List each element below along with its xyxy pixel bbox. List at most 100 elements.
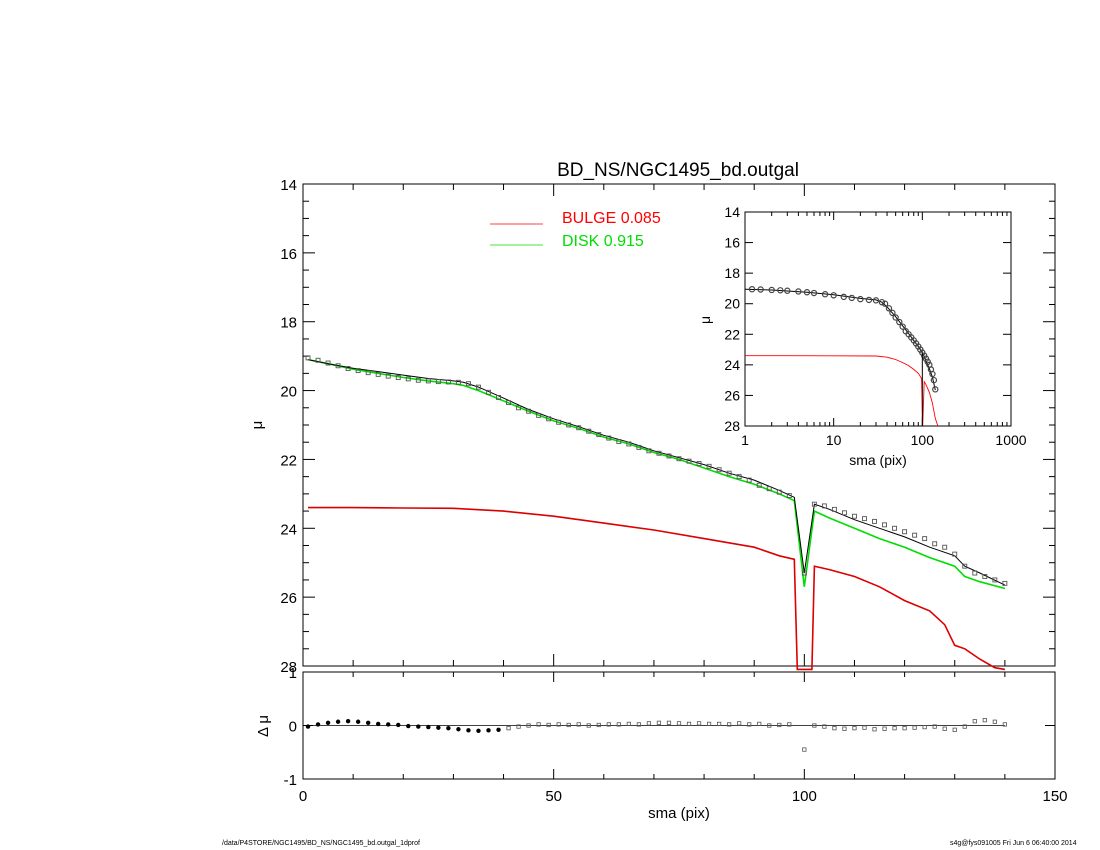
inset-data-point (768, 286, 775, 294)
data-point (566, 422, 572, 428)
residual-point (586, 723, 591, 728)
data-point (315, 357, 321, 363)
data-point (395, 375, 401, 380)
residual-point (345, 719, 351, 724)
data-point (425, 378, 431, 384)
inset-data-point (803, 289, 811, 296)
residual-point (416, 724, 421, 729)
residual-point (912, 725, 917, 730)
data-point (686, 458, 692, 464)
inset-bulge-line (745, 355, 939, 427)
residual-y-tick-label: -1 (284, 772, 297, 789)
data-point (656, 450, 662, 456)
residual-point (832, 726, 837, 731)
data-point (746, 477, 752, 483)
inset-data-point (899, 323, 906, 330)
data-point (586, 428, 592, 434)
residual-point (922, 725, 927, 730)
data-point (696, 461, 702, 467)
data-point (962, 563, 968, 569)
footer-file-path: /data/P4STORE/NGC1495/BD_NS/NGC1495_bd.o… (222, 840, 420, 847)
main-axis-ticks: 14 16 18 20 22 24 26 28 (280, 177, 1056, 676)
residual-point (486, 728, 491, 733)
residual-point (365, 720, 371, 726)
data-point (676, 456, 682, 462)
x-tick-label: 150 (1042, 788, 1067, 805)
data-point (486, 389, 491, 395)
data-point (335, 363, 341, 369)
residual-point (526, 723, 531, 728)
data-point (375, 371, 381, 377)
inset-y-tick-label: 26 (724, 387, 740, 403)
residual-point (767, 723, 772, 728)
inset-data-point (889, 309, 896, 317)
data-point (455, 379, 461, 385)
residual-point (656, 720, 662, 725)
inset-data-point (929, 370, 936, 378)
inset-data-point (885, 305, 893, 312)
data-point (536, 412, 542, 418)
inset-y-tick-label: 20 (724, 296, 740, 312)
data-point (952, 551, 958, 557)
residual-point (426, 724, 431, 730)
main-y-tick-label: 16 (280, 246, 297, 263)
residual-point (747, 722, 752, 727)
residual-point (862, 725, 867, 730)
residual-point (626, 721, 631, 726)
data-point (786, 493, 792, 499)
inset-y-tick-label: 28 (724, 418, 740, 434)
data-point (776, 489, 782, 495)
main-y-tick-label: 26 (280, 590, 297, 607)
main-y-tick-label: 14 (280, 177, 297, 194)
main-y-tick-label: 24 (280, 521, 297, 538)
main-panel: 14 16 18 20 22 24 26 28 μ (249, 177, 1056, 676)
x-tick-label: 50 (545, 788, 562, 805)
inset-data-point (881, 300, 889, 307)
data-point (576, 425, 582, 431)
inset-model-line (744, 288, 936, 391)
inset-y-tick-label: 22 (724, 326, 740, 342)
data-point (872, 518, 877, 524)
residual-point (757, 721, 762, 726)
data-point (912, 532, 918, 538)
residual-point (676, 721, 682, 726)
data-point (405, 376, 411, 382)
residual-point (942, 726, 947, 731)
residual-point (852, 726, 857, 731)
residual-point (686, 721, 692, 726)
data-point (892, 525, 898, 531)
inset-y-tick-label: 18 (724, 265, 740, 281)
residual-point (972, 719, 977, 724)
residual-point (812, 723, 817, 728)
data-point (626, 441, 632, 447)
footer-timestamp: s4g@fys091005 Fri Jun 6 06:40:00 2014 (950, 840, 1077, 847)
residual-point (446, 725, 451, 731)
residual-series-layer (303, 718, 1007, 752)
data-point (882, 522, 887, 528)
residual-point (606, 722, 611, 727)
residual-point (842, 726, 847, 731)
residual-point (646, 721, 652, 726)
data-point (756, 482, 762, 488)
data-point (932, 541, 938, 547)
residual-point (376, 721, 381, 727)
inset-x-tick-label: 10 (826, 432, 842, 448)
residual-point (516, 724, 521, 729)
chart-title: BD_NS/NGC1495_bd.outgal (557, 160, 799, 181)
data-point (506, 400, 511, 406)
inset-x-tick-label: 1 (741, 432, 749, 448)
inset-y-tick-label: 14 (724, 204, 740, 220)
residual-point (596, 722, 601, 728)
bulge-line (308, 506, 1006, 671)
residual-point (696, 721, 702, 726)
residual-point (325, 720, 331, 726)
data-point (596, 432, 602, 438)
residual-point (436, 725, 441, 730)
data-point (385, 373, 391, 379)
main-series-layer (305, 355, 1008, 671)
data-point (325, 360, 331, 366)
inset-data-point (857, 295, 864, 303)
inset-data-point (830, 292, 837, 299)
residual-y-axis-label: Δ μ (255, 715, 272, 737)
data-point (1002, 580, 1008, 586)
